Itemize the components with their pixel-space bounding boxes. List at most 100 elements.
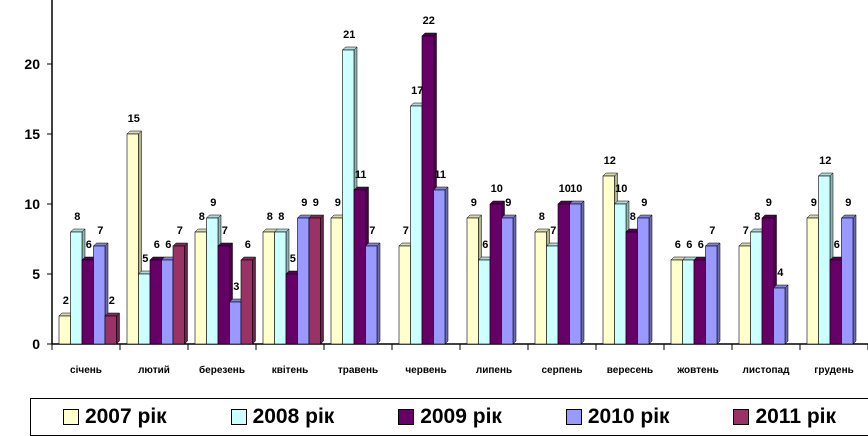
legend-swatch-2007 <box>62 409 79 425</box>
legend-swatch-2008 <box>230 409 247 425</box>
bar <box>308 217 321 345</box>
x-tick-label: березень <box>199 364 245 376</box>
bar <box>829 259 842 345</box>
data-label: 15 <box>128 113 140 125</box>
bar <box>353 189 366 345</box>
x-tick-label: червень <box>405 365 446 376</box>
bar <box>614 203 627 345</box>
bar-side <box>648 214 653 345</box>
bar <box>478 259 491 345</box>
data-label: 7 <box>709 225 715 237</box>
bar <box>670 259 683 345</box>
legend-item-2007: 2007 рік <box>62 405 167 429</box>
data-label: 8 <box>539 211 545 223</box>
data-label: 6 <box>834 239 840 251</box>
y-tick-label: 10 <box>24 196 40 212</box>
data-label: 9 <box>471 197 477 209</box>
data-label: 6 <box>86 239 92 251</box>
bar <box>285 273 298 345</box>
data-label: 9 <box>210 197 216 209</box>
bar <box>569 203 582 345</box>
bar-side <box>116 312 120 345</box>
bar <box>149 259 162 345</box>
bar-side <box>252 256 256 345</box>
data-label: 6 <box>686 239 692 251</box>
bar <box>240 259 253 345</box>
legend-item-2010: 2010 рік <box>565 405 670 429</box>
data-label: 6 <box>482 239 488 251</box>
y-tick-label: 5 <box>32 266 40 282</box>
chart-legend: 2007 рік 2008 рік 2009 рік 2010 рік 2011… <box>30 398 868 436</box>
data-label: 7 <box>403 225 409 237</box>
data-label: 12 <box>819 155 831 167</box>
data-label: 7 <box>369 225 375 237</box>
data-label: 9 <box>845 197 851 209</box>
data-label: 8 <box>278 211 284 223</box>
bar-side <box>184 242 188 345</box>
bar <box>172 245 185 345</box>
bar <box>546 245 559 345</box>
bar <box>138 273 151 345</box>
data-label: 10 <box>615 183 627 195</box>
y-tick-label: 20 <box>24 56 40 72</box>
data-label: 9 <box>641 197 647 209</box>
data-label: 6 <box>698 239 704 251</box>
bar <box>229 301 242 345</box>
y-tick-label: 0 <box>32 336 40 352</box>
bar <box>625 231 638 345</box>
data-label: 2 <box>63 295 69 307</box>
data-label: 9 <box>811 197 817 209</box>
bar <box>93 245 106 345</box>
bar <box>194 231 207 345</box>
y-tick-label: 15 <box>24 126 40 142</box>
bar <box>365 245 378 345</box>
x-tick-label: грудень <box>814 365 854 376</box>
data-label: 22 <box>423 15 435 27</box>
bar <box>126 133 139 345</box>
bar-side <box>580 200 585 345</box>
bar <box>806 217 819 345</box>
x-tick-label: липень <box>476 365 512 376</box>
data-label: 11 <box>434 169 446 181</box>
bar <box>330 217 343 345</box>
bar <box>750 231 763 345</box>
x-tick-label: листопад <box>743 365 791 376</box>
bar <box>637 217 650 345</box>
bar <box>433 189 446 345</box>
data-label: 9 <box>301 197 307 209</box>
bar <box>841 217 854 345</box>
bar <box>489 203 502 345</box>
data-label: 8 <box>267 211 273 223</box>
bar-chart: 0 5 10 15 20 січень лютий березень квітень травен… <box>24 0 868 376</box>
bar <box>693 259 706 345</box>
legend-swatch-2009 <box>398 409 415 425</box>
bar <box>501 217 514 345</box>
bar <box>161 259 174 345</box>
bar <box>534 231 547 345</box>
data-label: 9 <box>313 197 319 209</box>
bar <box>70 231 83 345</box>
bar <box>58 315 71 345</box>
bar <box>274 231 287 345</box>
legend-item-2011: 2011 рік <box>733 405 836 429</box>
bar <box>421 35 434 345</box>
bar <box>705 245 718 345</box>
bar <box>262 231 275 345</box>
x-tick-label: лютий <box>138 365 170 376</box>
data-label: 4 <box>777 267 784 279</box>
data-label: 10 <box>491 183 503 195</box>
legend-label-2008: 2008 рік <box>252 405 335 428</box>
x-tick-label: квітень <box>272 365 309 376</box>
x-tick-label: вересень <box>607 365 653 376</box>
data-label: 6 <box>245 239 251 251</box>
data-label: 9 <box>766 197 772 209</box>
bar <box>410 105 423 345</box>
data-label: 7 <box>97 225 103 237</box>
bar <box>682 259 695 345</box>
data-label: 2 <box>109 295 115 307</box>
data-label: 9 <box>335 197 341 209</box>
legend-swatch-2010 <box>565 409 582 425</box>
data-label: 21 <box>343 29 355 41</box>
bar <box>557 203 570 345</box>
data-label: 10 <box>559 183 571 195</box>
